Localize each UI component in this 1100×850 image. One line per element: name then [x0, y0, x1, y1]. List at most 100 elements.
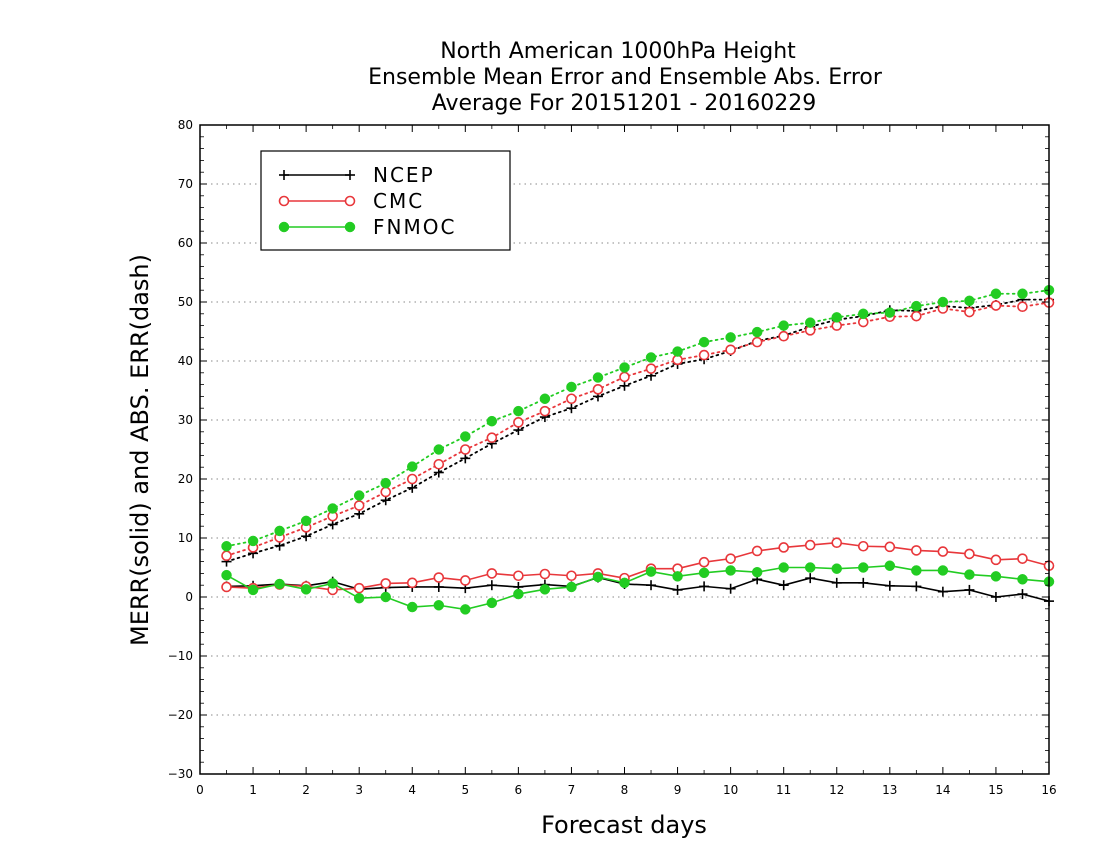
merr-point-ncep: [778, 580, 789, 591]
merr-point-fnmoc: [300, 584, 312, 595]
abs-err-point-cmc: [592, 384, 604, 395]
merr-point-fnmoc: [486, 597, 498, 609]
x-tick-label: 2: [302, 783, 310, 797]
y-tick-label: −20: [168, 708, 193, 722]
legend-item-fnmoc: FNMOC: [278, 215, 454, 239]
legend-item-cmc: CMC: [278, 189, 422, 213]
merr-point-cmc: [804, 539, 816, 551]
x-tick-label: 8: [621, 783, 629, 797]
merr-point-fnmoc: [964, 569, 975, 580]
merr-point-cmc: [778, 542, 789, 553]
merr-point-ncep: [646, 580, 657, 591]
abs-err-point-cmc: [380, 486, 392, 498]
merr-point-cmc: [884, 541, 896, 553]
x-tick-label: 6: [515, 783, 523, 797]
merr-point-cmc: [857, 540, 869, 552]
abs-err-point-fnmoc: [407, 461, 418, 472]
abs-err-point-cmc: [619, 371, 630, 383]
merr-point-cmc: [911, 545, 922, 556]
merr-point-ncep: [672, 584, 683, 595]
chart-title-line-2: Ensemble Mean Error and Ensemble Abs. Er…: [368, 65, 883, 90]
legend-marker-fnmoc: [344, 221, 356, 233]
merr-point-cmc: [964, 548, 975, 560]
abs-err-point-fnmoc: [433, 444, 445, 455]
abs-err-point-fnmoc: [725, 332, 736, 343]
abs-err-point-cmc: [698, 349, 710, 361]
series-ncep: [221, 294, 1054, 607]
merr-point-ncep: [1017, 589, 1028, 600]
merr-point-cmc: [221, 581, 232, 593]
x-tick-label: 9: [674, 783, 682, 797]
merr-point-fnmoc: [592, 571, 604, 583]
abs-err-point-fnmoc: [300, 515, 312, 527]
abs-err-point-ncep: [619, 380, 630, 391]
legend-marker-ncep: [345, 170, 355, 180]
merr-point-fnmoc: [911, 565, 922, 576]
merr-point-fnmoc: [513, 588, 524, 600]
merr-point-cmc: [486, 568, 498, 579]
merr-point-ncep: [858, 577, 869, 588]
merr-point-fnmoc: [460, 604, 471, 615]
abs-err-point-cmc: [486, 432, 498, 444]
abs-err-point-fnmoc: [831, 312, 842, 323]
x-tick-label: 16: [1041, 783, 1056, 797]
merr-point-ncep: [831, 577, 842, 588]
x-tick-label: 15: [988, 783, 1003, 797]
x-tick-label: 11: [776, 783, 791, 797]
merr-point-fnmoc: [831, 563, 842, 574]
legend-marker-fnmoc: [278, 221, 290, 233]
merr-point-cmc: [937, 546, 949, 557]
merr-point-cmc: [1017, 553, 1028, 564]
abs-err-point-fnmoc: [937, 296, 949, 308]
abs-err-point-fnmoc: [566, 381, 577, 393]
merr-point-cmc: [725, 553, 736, 564]
abs-err-point-ncep: [301, 531, 312, 542]
merr-point-fnmoc: [725, 565, 736, 576]
merr-point-cmc: [380, 578, 392, 589]
merr-point-fnmoc: [274, 578, 285, 590]
merr-line-cmc: [226, 541, 1050, 591]
abs-err-point-fnmoc: [778, 320, 789, 331]
y-tick-label: 0: [185, 590, 193, 604]
merr-point-fnmoc: [247, 584, 259, 596]
x-tick-label: 14: [935, 783, 950, 797]
merr-point-cmc: [353, 582, 365, 594]
abs-err-point-fnmoc: [964, 295, 975, 307]
merr-point-cmc: [751, 545, 763, 557]
abs-err-point-fnmoc: [1017, 288, 1028, 299]
abs-err-point-fnmoc: [884, 307, 896, 318]
abs-err-point-cmc: [990, 300, 1002, 311]
abs-err-point-cmc: [460, 444, 471, 455]
abs-err-point-fnmoc: [619, 362, 630, 373]
merr-point-ncep: [433, 581, 444, 592]
abs-err-point-cmc: [725, 344, 736, 356]
x-tick-label: 1: [249, 783, 257, 797]
legend-item-ncep: NCEP: [279, 163, 433, 187]
merr-point-fnmoc: [937, 565, 949, 576]
abs-err-point-ncep: [407, 482, 418, 493]
abs-err-point-cmc: [1017, 301, 1028, 313]
merr-point-ncep: [699, 581, 710, 592]
abs-err-point-cmc: [539, 405, 551, 417]
chart-title-line-1: North American 1000hPa Height: [440, 39, 796, 64]
merr-point-cmc: [698, 556, 710, 568]
abs-err-point-cmc: [911, 310, 922, 322]
abs-err-point-fnmoc: [380, 477, 391, 489]
merr-point-ncep: [486, 580, 497, 591]
merr-point-fnmoc: [698, 567, 710, 579]
abs-err-point-fnmoc: [221, 541, 232, 552]
merr-point-cmc: [433, 572, 445, 583]
abs-err-line-cmc: [225, 301, 1050, 557]
x-tick-label: 0: [196, 783, 204, 797]
legend-marker-cmc: [344, 195, 356, 207]
abs-err-point-fnmoc: [247, 535, 259, 547]
y-tick-label: 20: [178, 472, 193, 486]
x-tick-label: 12: [829, 783, 844, 797]
merr-point-fnmoc: [751, 566, 763, 578]
merr-point-fnmoc: [884, 560, 896, 571]
abs-err-point-fnmoc: [274, 525, 285, 537]
merr-point-fnmoc: [327, 578, 338, 589]
x-tick-label: 10: [723, 783, 738, 797]
y-tick-label: −10: [168, 649, 193, 663]
abs-err-point-fnmoc: [858, 308, 869, 320]
